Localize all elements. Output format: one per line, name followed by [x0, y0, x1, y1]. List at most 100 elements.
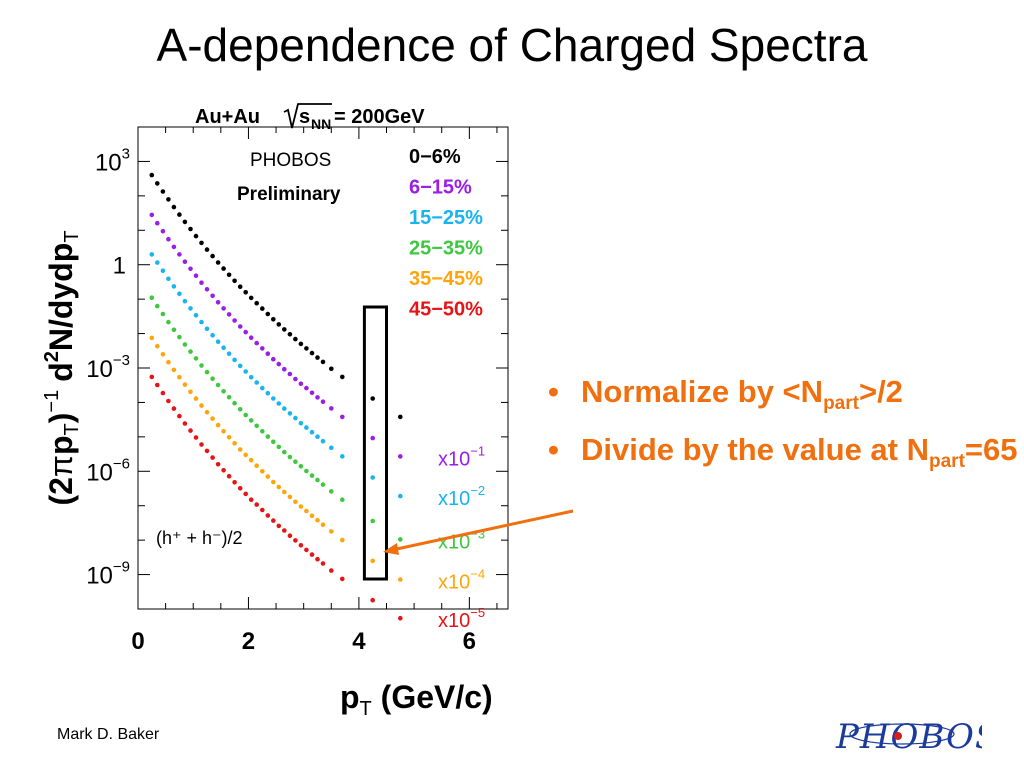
data-point — [199, 240, 204, 246]
data-point — [298, 504, 304, 509]
data-point — [398, 493, 403, 499]
chart-title-nn: NN — [311, 116, 331, 132]
x-axis-label: pT (GeV/c) — [340, 679, 493, 720]
data-point — [204, 409, 210, 415]
data-point — [340, 537, 345, 543]
data-point — [193, 273, 199, 279]
data-point — [188, 428, 193, 433]
data-point — [298, 341, 304, 347]
data-point — [282, 489, 287, 495]
data-point — [271, 317, 276, 322]
chart-title-a: Au+Au — [195, 106, 260, 128]
data-point — [329, 529, 334, 534]
data-point — [248, 295, 254, 301]
data-point — [340, 414, 345, 420]
data-point — [221, 266, 226, 271]
data-point — [226, 312, 232, 317]
data-point — [287, 411, 293, 416]
data-point — [215, 339, 221, 345]
data-point — [309, 552, 315, 557]
data-point — [215, 382, 221, 388]
data-point — [340, 576, 345, 582]
data-point — [315, 477, 320, 483]
highlight-box — [362, 305, 388, 581]
data-point — [149, 374, 155, 380]
data-point — [398, 537, 403, 542]
x-tick-label: 2 — [242, 628, 255, 655]
bullet-list: • Normalize by <Npart>/2 • Divide by the… — [548, 372, 1018, 488]
data-point — [293, 336, 298, 342]
data-point — [248, 418, 254, 423]
data-point — [276, 484, 282, 490]
data-point — [265, 434, 271, 439]
data-point — [329, 489, 334, 494]
data-point — [320, 438, 326, 444]
data-point — [182, 259, 188, 265]
data-point — [155, 181, 160, 186]
data-point — [287, 533, 293, 538]
data-point — [149, 212, 155, 218]
scale-factor-label: x10−1 — [438, 443, 485, 470]
y-tick-label: 10−9 — [86, 559, 130, 590]
data-point — [166, 236, 171, 242]
data-point — [293, 459, 298, 465]
data-point — [293, 538, 298, 543]
data-point — [226, 473, 232, 479]
data-point — [226, 272, 232, 278]
data-point — [243, 452, 248, 458]
data-point — [243, 369, 248, 374]
data-point — [370, 435, 376, 441]
data-point — [320, 561, 326, 566]
phobos-logo-text: PHOBOS — [835, 717, 982, 757]
data-point — [160, 390, 166, 396]
data-point — [210, 333, 215, 338]
legend: 0−6% 6−15% 15−25% 25−35% 35−45% 45−50% — [409, 146, 483, 321]
data-point — [320, 399, 326, 405]
data-point — [210, 416, 215, 421]
data-point — [221, 429, 226, 434]
data-point — [293, 415, 298, 421]
data-point — [329, 366, 334, 372]
data-point — [370, 396, 376, 401]
data-point — [177, 413, 182, 419]
data-point — [155, 382, 160, 388]
data-point — [260, 346, 265, 351]
legend-entry: 35−45% — [409, 268, 483, 290]
x-tick-label: 6 — [463, 628, 476, 655]
data-point — [166, 197, 171, 202]
data-point — [315, 434, 320, 440]
data-point — [265, 390, 271, 396]
data-point — [237, 363, 243, 369]
data-point — [177, 334, 182, 340]
annotation-particles: (h⁺ + h⁻)/2 — [156, 528, 243, 548]
slide-title: A-dependence of Charged Spectra — [156, 19, 868, 71]
data-point — [182, 342, 188, 347]
data-point — [171, 367, 177, 373]
annotation-phobos: PHOBOS — [250, 150, 331, 171]
data-point — [320, 482, 326, 487]
scale-factor-label: x10−2 — [438, 483, 485, 510]
data-point — [188, 389, 193, 395]
data-point — [287, 494, 293, 500]
data-point — [248, 457, 254, 463]
data-point — [293, 499, 298, 505]
data-point — [248, 497, 254, 503]
author-name: Mark D. Baker — [57, 726, 160, 743]
phobos-logo: PHOBOS — [835, 717, 982, 757]
data-point — [188, 349, 193, 354]
data-point — [265, 474, 271, 479]
data-point — [276, 322, 282, 327]
data-point — [210, 376, 215, 382]
data-point — [260, 385, 265, 391]
sqrt-symbol — [283, 103, 332, 129]
data-point — [276, 361, 282, 367]
data-point — [254, 340, 259, 346]
data-point — [182, 298, 188, 304]
data-point — [193, 356, 199, 361]
data-point — [177, 212, 182, 217]
data-point — [309, 473, 315, 478]
data-point — [271, 479, 276, 485]
data-point — [204, 448, 210, 454]
data-point — [265, 311, 271, 317]
data-point — [287, 454, 293, 460]
